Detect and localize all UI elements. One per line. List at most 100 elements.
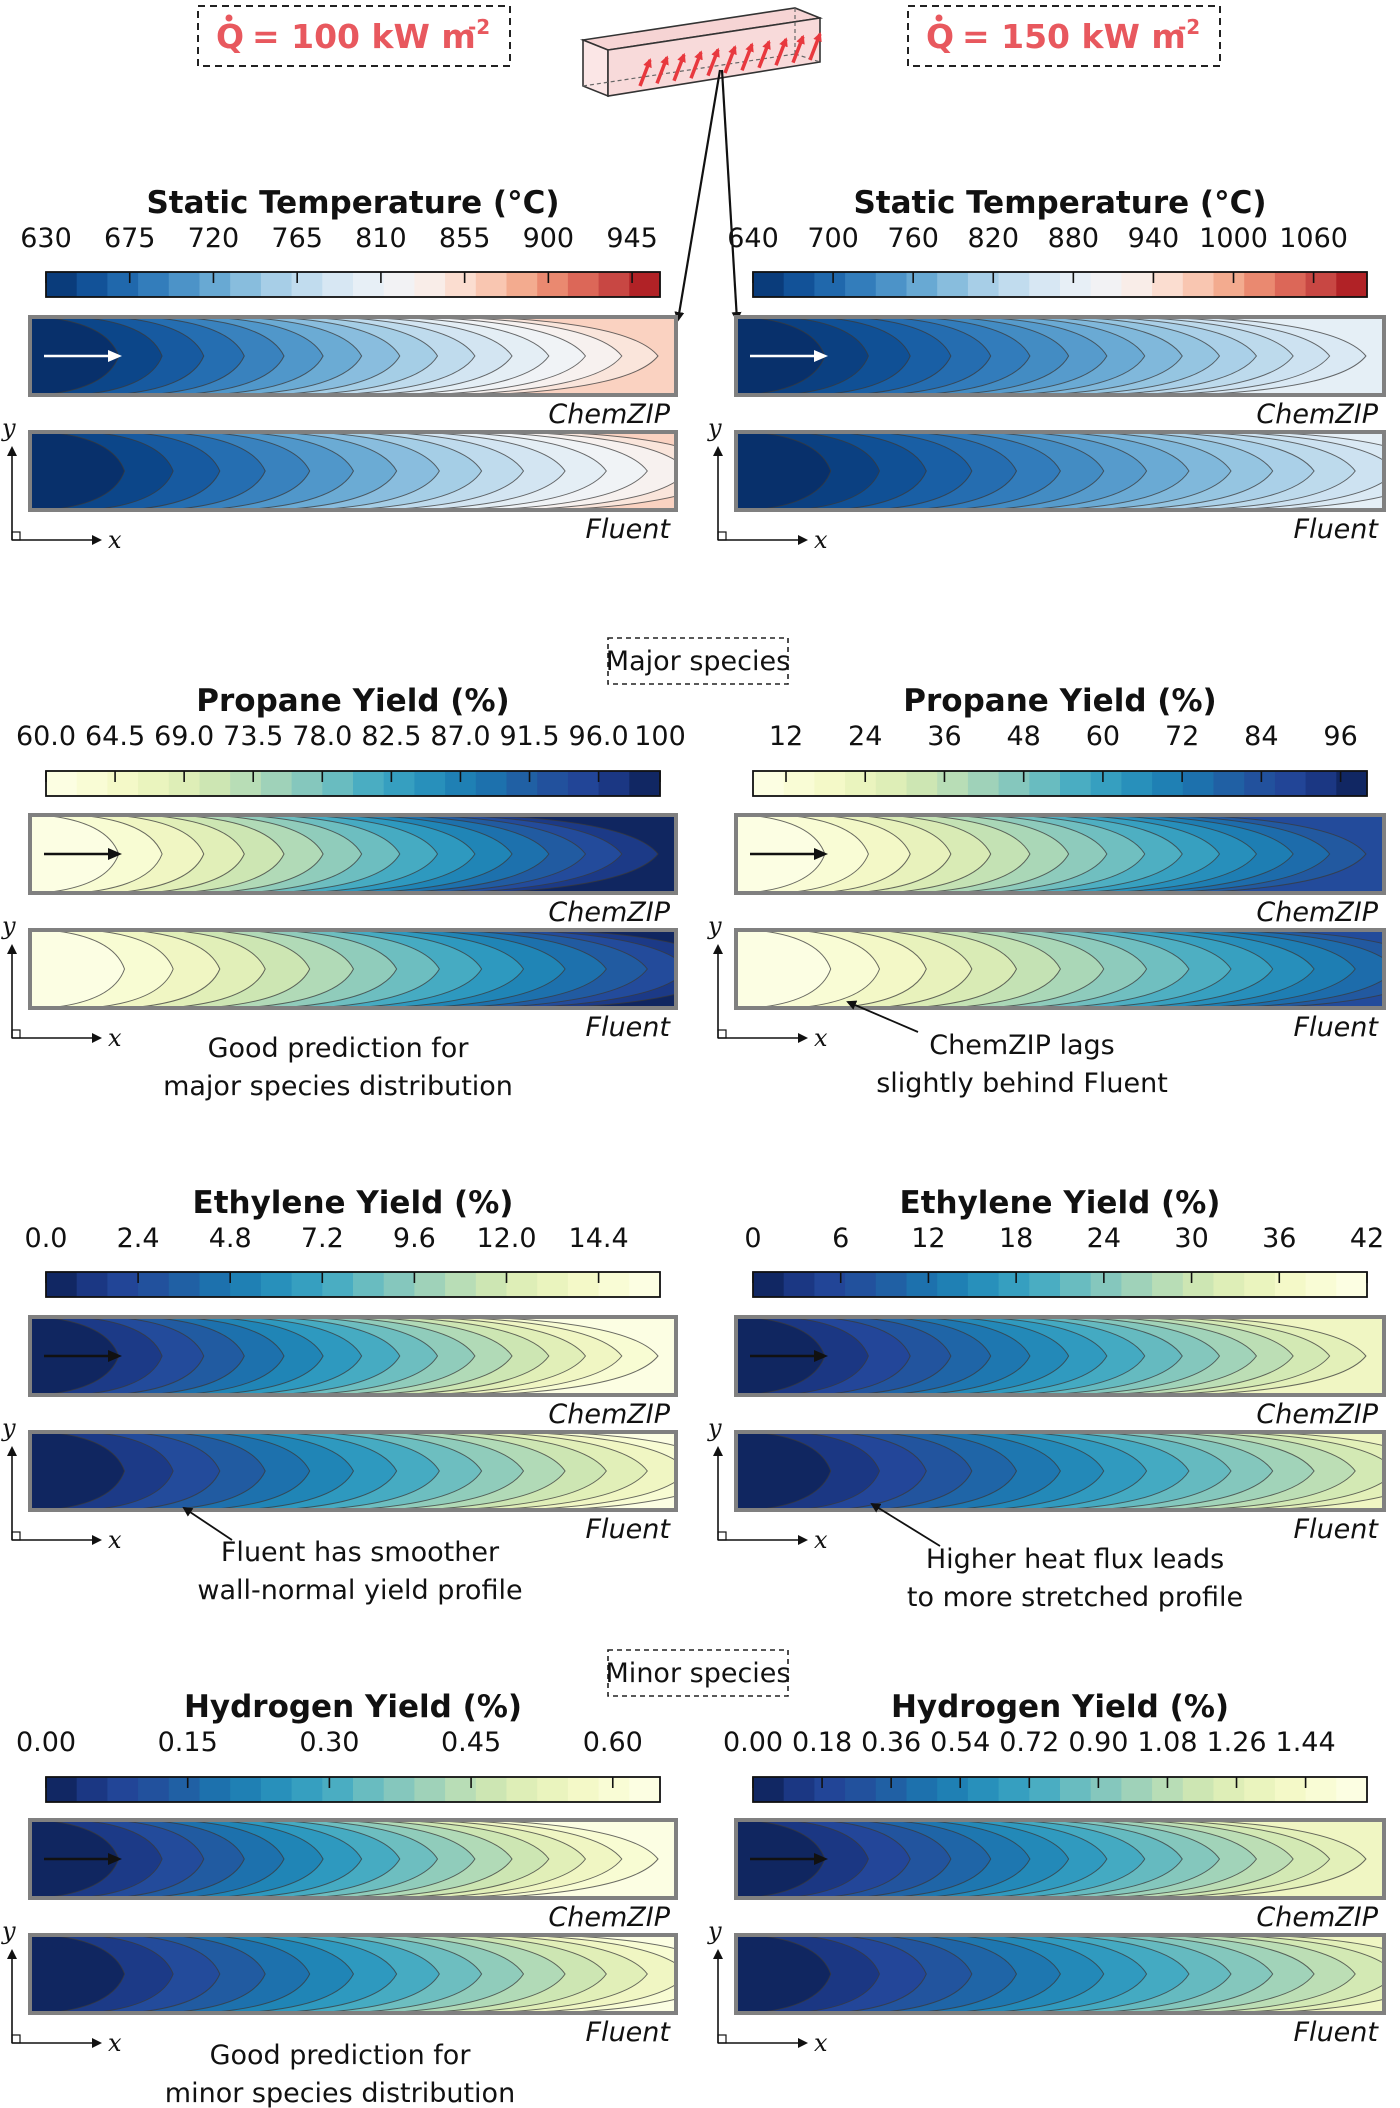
colorbar-bin: [199, 272, 231, 297]
colorbar-bin: [1244, 272, 1276, 297]
colorbar-tick-label: 64.5: [85, 721, 145, 752]
axis-label-y: y: [1, 414, 16, 442]
channel-3d-sketch: [579, 7, 824, 98]
model-label: ChemZIP: [1256, 1399, 1378, 1430]
axis-label-y: y: [1, 1917, 16, 1945]
colorbar-bin: [291, 272, 323, 297]
axis-label-y: y: [707, 414, 722, 442]
colorbar-bin: [906, 1777, 938, 1802]
colorbar-tick-label: 18: [999, 1223, 1033, 1254]
heat-flux-symbol: Q: [216, 17, 244, 56]
colorbar-bin: [845, 1777, 877, 1802]
colorbar-bin: [814, 272, 846, 297]
colorbar-bin: [1244, 771, 1276, 796]
colorbar-tick-label: 84: [1244, 721, 1278, 752]
channel-frame: [734, 1818, 1386, 1900]
colorbar-bin: [1305, 771, 1337, 796]
colorbar-bin: [1090, 272, 1122, 297]
colorbar-bin: [168, 1272, 201, 1297]
colorbar-bin: [967, 1272, 1000, 1297]
colorbar-tick-label: 0.36: [861, 1727, 921, 1758]
contour-chemzip: ChemZIP: [734, 1818, 1386, 1933]
colorbar-bin: [1029, 1272, 1061, 1297]
colorbar-tick-label: 1.44: [1276, 1727, 1336, 1758]
colorbar-bin: [260, 1272, 293, 1297]
coordinate-axes: yx: [1, 1917, 122, 2057]
contour-chemzip: ChemZIP: [28, 1315, 678, 1430]
heat-flux-box-right: Q = 150 kW m -2: [907, 5, 1221, 67]
colorbar-bin: [107, 771, 139, 796]
colorbar-tick-label: 12: [769, 721, 803, 752]
colorbar-tick-label: 87.0: [430, 721, 490, 752]
section-label-minor: Minor species: [606, 1649, 790, 1697]
colorbar-frame: [752, 1271, 1368, 1298]
heat-flux-arrows: [638, 32, 822, 87]
section-label-major: Major species: [606, 637, 790, 685]
axis-label-x: x: [814, 1526, 828, 1554]
colorbar-bin: [138, 771, 170, 796]
flow-arrowhead: [108, 1350, 122, 1362]
colorbar-tick-label: 855: [439, 223, 491, 254]
annotation-line: major species distribution: [163, 1071, 513, 1102]
colorbar-tick-label: 0.90: [1068, 1727, 1128, 1758]
colorbar-bin: [1213, 771, 1245, 796]
colorbar-bin: [1152, 1272, 1184, 1297]
colorbar: 0 6 12 18 24 30 36 42: [744, 1223, 1384, 1298]
coordinate-axes: yx: [707, 1414, 828, 1554]
colorbar-tick-label: 73.5: [223, 721, 283, 752]
channel-frame: [28, 813, 678, 895]
colorbar-bin: [629, 1272, 661, 1297]
flow-arrowhead: [814, 350, 828, 362]
colorbar-tick-label: 72: [1165, 721, 1199, 752]
colorbar-bin: [414, 771, 446, 796]
heat-arrow: [672, 52, 686, 82]
heat-flux-symbol: Q: [926, 17, 954, 56]
colorbar-bin: [322, 1272, 354, 1297]
colorbar: 630 675 720 765 810 855 900 945: [20, 223, 661, 298]
contour-level: [736, 1935, 832, 2013]
colorbar-tick-label: 60.0: [16, 721, 76, 752]
colorbar-bin: [506, 1777, 538, 1802]
colorbar-tick-label: 0.72: [999, 1727, 1059, 1758]
colorbar-bin: [353, 1272, 385, 1297]
colorbar-bin: [1121, 771, 1153, 796]
colorbar-bin: [906, 771, 938, 796]
channel-frame: [28, 928, 678, 1010]
heat-flux-box-left: Q = 100 kW m -2: [197, 5, 511, 67]
colorbar-title: Propane Yield (%): [196, 683, 509, 719]
colorbar-bin: [1182, 771, 1215, 796]
colorbar-bin: [1274, 1777, 1307, 1802]
colorbar-tick-label: 900: [523, 223, 575, 254]
colorbar-frame: [752, 770, 1368, 797]
colorbar-tick-label: 42: [1350, 1223, 1384, 1254]
flow-arrowhead: [814, 1853, 828, 1865]
colorbar-frame: [45, 1776, 661, 1803]
channel-frame: [28, 1430, 678, 1512]
colorbar-title: Ethylene Yield (%): [900, 1185, 1221, 1221]
panel: Propane Yield (%) 60.0 64.5 69.0 73.5 78.0 82.…: [1, 683, 686, 1052]
panel: Propane Yield (%) 12 24 36 48 60 72 84 96 ChemZIP…: [707, 683, 1386, 1052]
colorbar-bin: [506, 771, 538, 796]
colorbar-tick-label: 1000: [1199, 223, 1268, 254]
colorbar-bin: [783, 1272, 815, 1297]
colorbar-bin: [291, 1272, 323, 1297]
colorbar-tick-label: 9.6: [393, 1223, 436, 1254]
colorbar-tick-label: 880: [1048, 223, 1100, 254]
flow-arrowhead: [108, 848, 122, 860]
panel: Hydrogen Yield (%)0.00 0.18 0.36 0.54 0.72 0.…: [707, 1689, 1386, 2057]
model-label: ChemZIP: [1256, 1902, 1378, 1933]
colorbar-bin: [475, 272, 508, 297]
colorbar: 0.0 2.4 4.8 7.2 9.6 12.0 14.4: [25, 1223, 661, 1298]
coordinate-axes: yx: [707, 414, 828, 554]
colorbar-bin: [967, 1777, 1000, 1802]
colorbar-bin: [875, 771, 908, 796]
dot-accent: [225, 14, 233, 22]
colorbar-bin: [629, 1777, 661, 1802]
model-label: ChemZIP: [1256, 399, 1378, 430]
channel-frame: [28, 315, 678, 397]
colorbar-frame: [752, 271, 1368, 298]
colorbar-bin: [76, 1777, 108, 1802]
